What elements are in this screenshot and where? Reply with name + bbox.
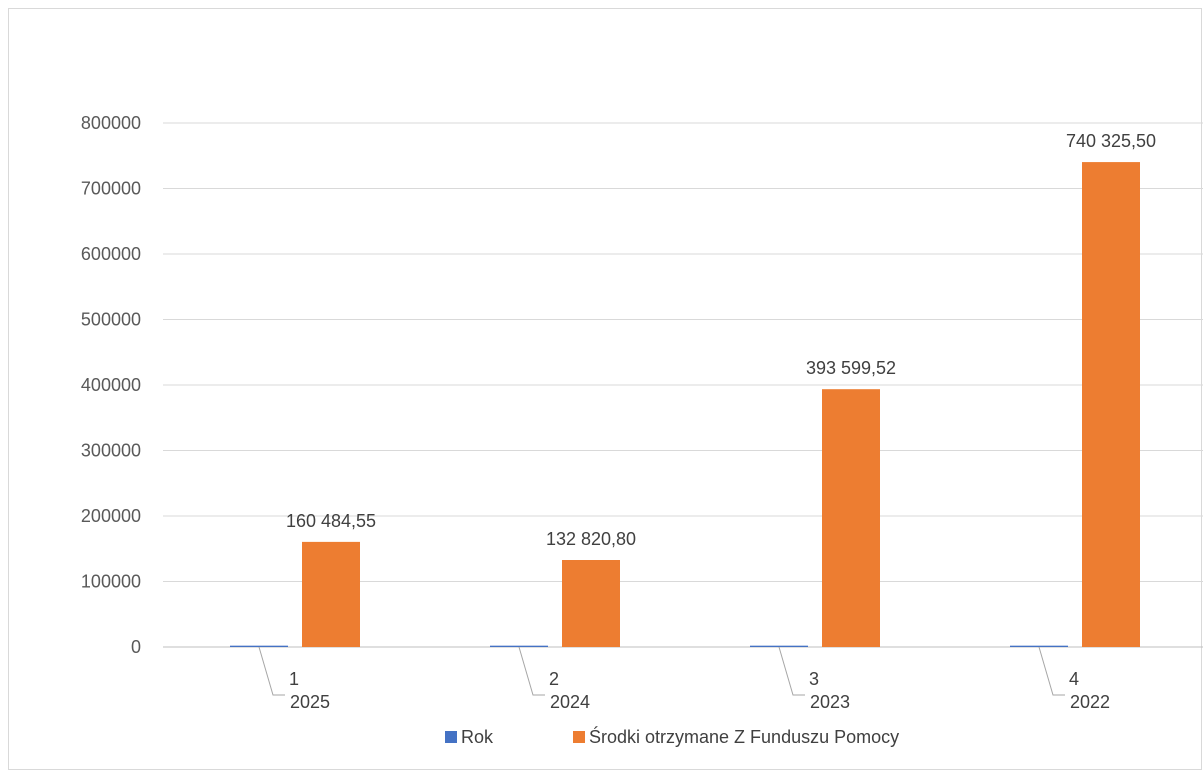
category-year-label: 2023 bbox=[810, 692, 850, 712]
category-index-label: 3 bbox=[809, 669, 819, 689]
y-tick-label: 200000 bbox=[81, 506, 141, 526]
bar-srodki bbox=[562, 560, 620, 647]
y-tick-label: 600000 bbox=[81, 244, 141, 264]
bar-rok bbox=[230, 645, 288, 647]
legend-label-rok: Rok bbox=[461, 727, 494, 747]
bar-srodki bbox=[822, 389, 880, 647]
y-tick-label: 0 bbox=[131, 637, 141, 657]
category-index-label: 1 bbox=[289, 669, 299, 689]
bar-data-label: 132 820,80 bbox=[546, 529, 636, 549]
category-index-label: 2 bbox=[549, 669, 559, 689]
category-leader-line bbox=[518, 646, 545, 696]
y-tick-label: 400000 bbox=[81, 375, 141, 395]
y-tick-label: 300000 bbox=[81, 441, 141, 461]
category-leader-line bbox=[258, 646, 285, 696]
legend-swatch-rok bbox=[445, 731, 457, 743]
category-leader-line bbox=[1038, 646, 1065, 696]
y-tick-label: 500000 bbox=[81, 310, 141, 330]
category-leader-line bbox=[778, 646, 805, 696]
bar-data-label: 740 325,50 bbox=[1066, 131, 1156, 151]
category-year-label: 2022 bbox=[1070, 692, 1110, 712]
y-tick-label: 800000 bbox=[81, 113, 141, 133]
legend-label-srodki: Środki otrzymane Z Funduszu Pomocy bbox=[589, 726, 899, 747]
category-year-label: 2024 bbox=[550, 692, 590, 712]
bar-srodki bbox=[302, 541, 360, 647]
category-year-label: 2025 bbox=[290, 692, 330, 712]
legend-swatch-srodki bbox=[573, 731, 585, 743]
bar-srodki bbox=[1082, 162, 1140, 647]
category-index-label: 4 bbox=[1069, 669, 1079, 689]
bar-rok bbox=[1010, 645, 1068, 647]
y-tick-label: 700000 bbox=[81, 179, 141, 199]
bar-rok bbox=[490, 645, 548, 647]
bar-data-label: 393 599,52 bbox=[806, 358, 896, 378]
y-tick-label: 100000 bbox=[81, 572, 141, 592]
bar-rok bbox=[750, 645, 808, 647]
bar-data-label: 160 484,55 bbox=[286, 511, 376, 531]
